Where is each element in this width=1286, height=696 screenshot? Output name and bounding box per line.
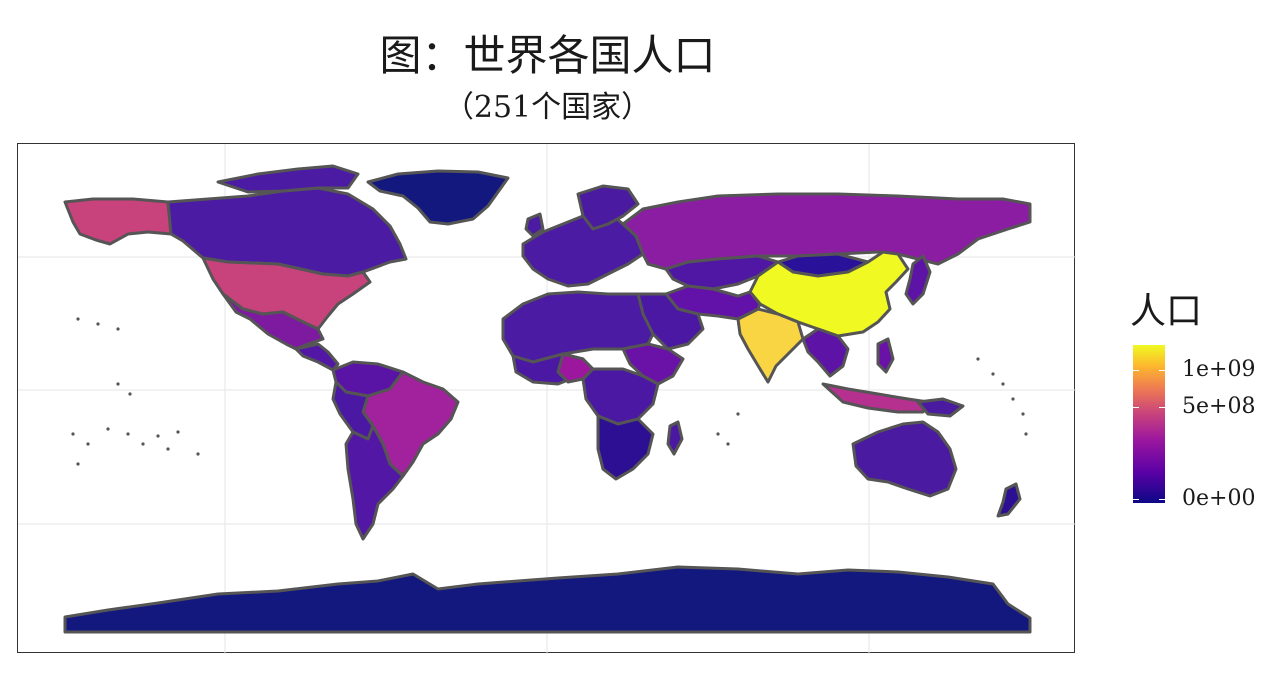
country-uk[interactable] [524, 212, 545, 238]
legend-title: 人口 [1130, 291, 1203, 332]
legend: 人口 1e+09 5e+08 0e+00 [1130, 290, 1280, 520]
country-australia[interactable] [851, 420, 958, 498]
map-title: 图：世界各国人口 [379, 31, 716, 80]
country-arctic-islands[interactable] [216, 164, 360, 194]
country-mexico[interactable] [221, 292, 325, 351]
legend-tick-mark [1159, 407, 1165, 408]
map-panel [17, 143, 1076, 654]
country-madagascar[interactable] [666, 420, 684, 456]
country-east-africa[interactable] [621, 342, 685, 386]
pacific-islands [71, 317, 1028, 466]
country-southern-africa[interactable] [596, 414, 655, 481]
legend-tick-mark [1159, 370, 1165, 371]
country-png[interactable] [916, 397, 965, 418]
country-indonesia[interactable] [821, 382, 930, 414]
legend-tick-label: 0e+00 [1182, 486, 1256, 511]
country-india[interactable] [736, 307, 805, 384]
country-alaska[interactable] [63, 197, 173, 246]
country-central-africa[interactable] [581, 367, 660, 426]
legend-tick-mark [1133, 370, 1139, 371]
country-central-america[interactable] [294, 342, 340, 372]
country-southeast-asia[interactable] [801, 327, 850, 378]
legend-colorbar [1133, 345, 1165, 503]
country-scandinavia[interactable] [576, 184, 640, 231]
legend-tick-mark [1133, 499, 1139, 500]
country-philippines[interactable] [876, 337, 895, 374]
country-japan[interactable] [904, 254, 932, 306]
world-map [18, 144, 1076, 654]
country-new-zealand[interactable] [996, 482, 1022, 518]
legend-tick-mark [1133, 407, 1139, 408]
legend-tick-mark [1159, 499, 1165, 500]
legend-tick-label: 5e+08 [1182, 394, 1256, 419]
country-europe[interactable] [521, 210, 645, 288]
country-greenland[interactable] [366, 169, 510, 226]
legend-tick-label: 1e+09 [1182, 357, 1256, 382]
map-subtitle: （251个国家） [443, 90, 652, 125]
country-argentina[interactable] [344, 424, 405, 541]
country-antarctica[interactable] [63, 565, 1032, 634]
